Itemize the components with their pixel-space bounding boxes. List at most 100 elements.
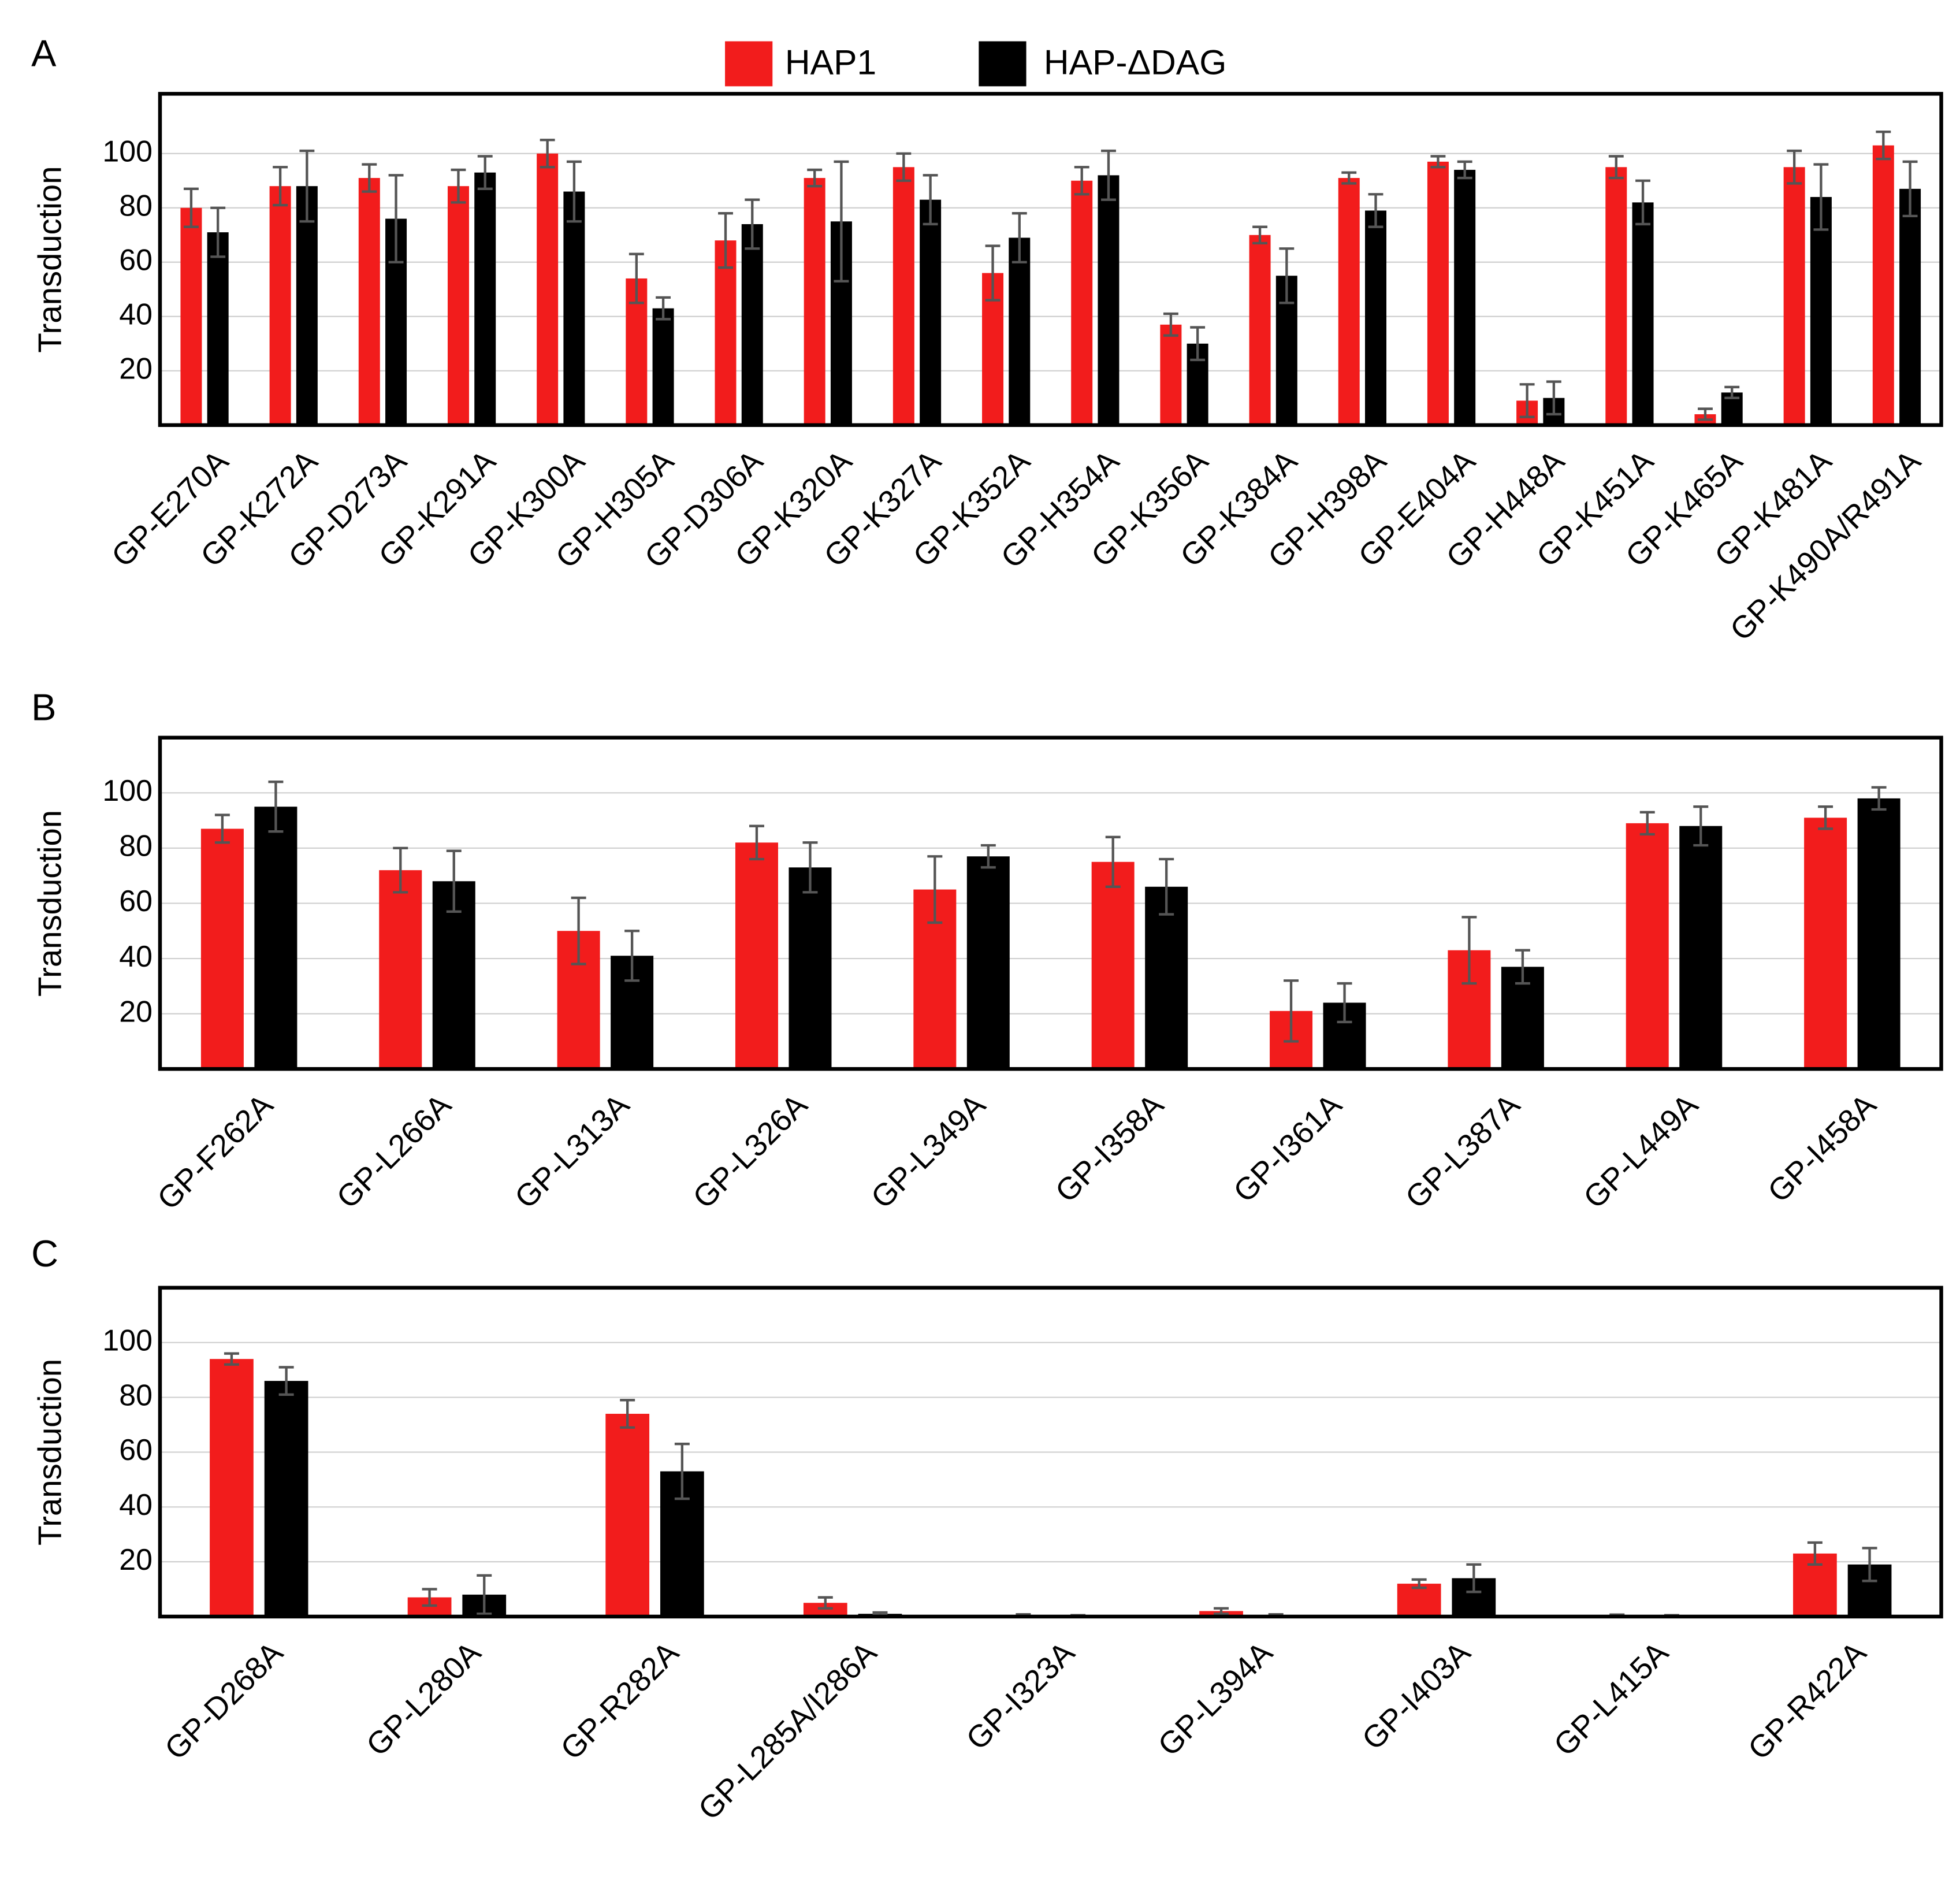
- bar: [180, 207, 202, 425]
- error-bar: [1284, 979, 1299, 1043]
- x-tick-label: GP-L449A: [1577, 1087, 1705, 1215]
- error-bar: [1698, 407, 1713, 421]
- x-tick-label: GP-L349A: [865, 1087, 992, 1215]
- bar: [1857, 798, 1901, 1069]
- bar: [1249, 235, 1271, 425]
- x-tick-label: GP-I323A: [959, 1635, 1081, 1756]
- error-bar: [446, 849, 462, 913]
- x-tick-label: GP-L313A: [508, 1087, 636, 1215]
- y-tick-label: 100: [102, 135, 153, 168]
- panel-letter: B: [31, 686, 56, 728]
- error-bar: [923, 174, 938, 226]
- bar: [741, 224, 763, 425]
- legend-label: HAP-ΔDAG: [1044, 43, 1226, 82]
- x-tick-label: GP-F262A: [151, 1087, 280, 1216]
- bar: [1899, 188, 1921, 425]
- error-bar: [299, 149, 315, 223]
- y-axis-label: Transduction: [32, 1359, 68, 1546]
- bar: [1098, 175, 1120, 425]
- bar: [1679, 826, 1723, 1069]
- y-tick-label: 60: [119, 885, 153, 918]
- y-tick-label: 20: [119, 1543, 153, 1577]
- x-tick-label: GP-R422A: [1742, 1635, 1873, 1766]
- bar: [537, 153, 559, 425]
- error-bar: [268, 781, 284, 833]
- error-bar: [1519, 383, 1535, 418]
- bar: [210, 1359, 254, 1617]
- error-bar: [1871, 786, 1887, 811]
- plot-frame: [158, 1286, 1943, 1619]
- bar: [1427, 161, 1449, 425]
- x-tick-label: GP-I403A: [1356, 1635, 1477, 1756]
- bar: [804, 178, 825, 425]
- y-tick-label: 60: [119, 243, 153, 277]
- error-bar: [362, 163, 377, 193]
- error-bar: [980, 844, 996, 869]
- error-bar: [656, 296, 671, 321]
- error-bar: [1337, 982, 1352, 1024]
- error-bar: [896, 152, 912, 182]
- panel-letter: A: [31, 32, 57, 75]
- error-bar: [1163, 312, 1178, 337]
- error-bar: [224, 1352, 239, 1366]
- bar: [920, 199, 942, 425]
- legend-swatch: [979, 41, 1027, 87]
- error-bar: [628, 252, 644, 304]
- error-bar: [834, 160, 849, 283]
- bar: [1632, 202, 1654, 425]
- bar: [1397, 1584, 1441, 1617]
- error-bar: [1466, 1563, 1482, 1593]
- y-tick-label: 80: [119, 830, 153, 863]
- y-tick-label: 20: [119, 995, 153, 1028]
- error-bar: [1074, 166, 1089, 196]
- legend-swatch: [725, 41, 773, 87]
- bar: [1810, 196, 1832, 425]
- error-bar: [388, 174, 404, 263]
- y-tick-label: 100: [102, 1324, 153, 1357]
- error-bar: [1724, 385, 1740, 399]
- error-bar: [1807, 1541, 1823, 1566]
- error-bar: [1368, 193, 1383, 228]
- error-bar: [718, 211, 733, 269]
- error-bar: [1546, 380, 1561, 416]
- bar: [735, 842, 778, 1069]
- error-bar: [1214, 1607, 1229, 1615]
- x-tick-label: GP-I358A: [1049, 1087, 1170, 1209]
- error-bar: [1515, 949, 1530, 985]
- bar: [200, 829, 244, 1069]
- bar: [966, 856, 1010, 1069]
- y-tick-label: 60: [119, 1433, 153, 1467]
- bar: [1454, 169, 1476, 425]
- error-bar: [1461, 916, 1477, 985]
- error-bar: [1252, 225, 1268, 245]
- error-bar: [566, 160, 582, 223]
- error-bar: [571, 896, 586, 965]
- y-tick-label: 80: [119, 1379, 153, 1412]
- error-bar: [1011, 211, 1027, 263]
- bar: [1009, 237, 1031, 425]
- bar: [1804, 818, 1847, 1069]
- y-axis-label: Transduction: [32, 166, 68, 353]
- x-tick-label: GP-L285A/I286A: [692, 1635, 884, 1827]
- y-tick-label: 80: [119, 189, 153, 222]
- x-tick-label: GP-L326A: [686, 1087, 814, 1215]
- error-bar: [451, 168, 466, 204]
- error-bar: [1411, 1578, 1427, 1589]
- x-tick-label: GP-R282A: [554, 1635, 685, 1766]
- x-tick-label: GP-I361A: [1227, 1087, 1348, 1209]
- error-bar: [1902, 160, 1918, 218]
- y-axis-label: Transduction: [32, 810, 68, 997]
- bar: [803, 1603, 847, 1617]
- y-tick-label: 20: [119, 352, 153, 385]
- bar: [1626, 823, 1669, 1069]
- error-bar: [927, 855, 943, 924]
- bar: [652, 308, 674, 425]
- panel-letter: C: [31, 1232, 58, 1275]
- bar: [1365, 210, 1387, 425]
- error-bar: [214, 813, 230, 844]
- bar: [379, 870, 422, 1069]
- error-bar: [1608, 155, 1624, 180]
- x-tick-label: GP-I458A: [1761, 1087, 1883, 1209]
- error-bar: [817, 1596, 833, 1610]
- plot-frame: [158, 735, 1943, 1071]
